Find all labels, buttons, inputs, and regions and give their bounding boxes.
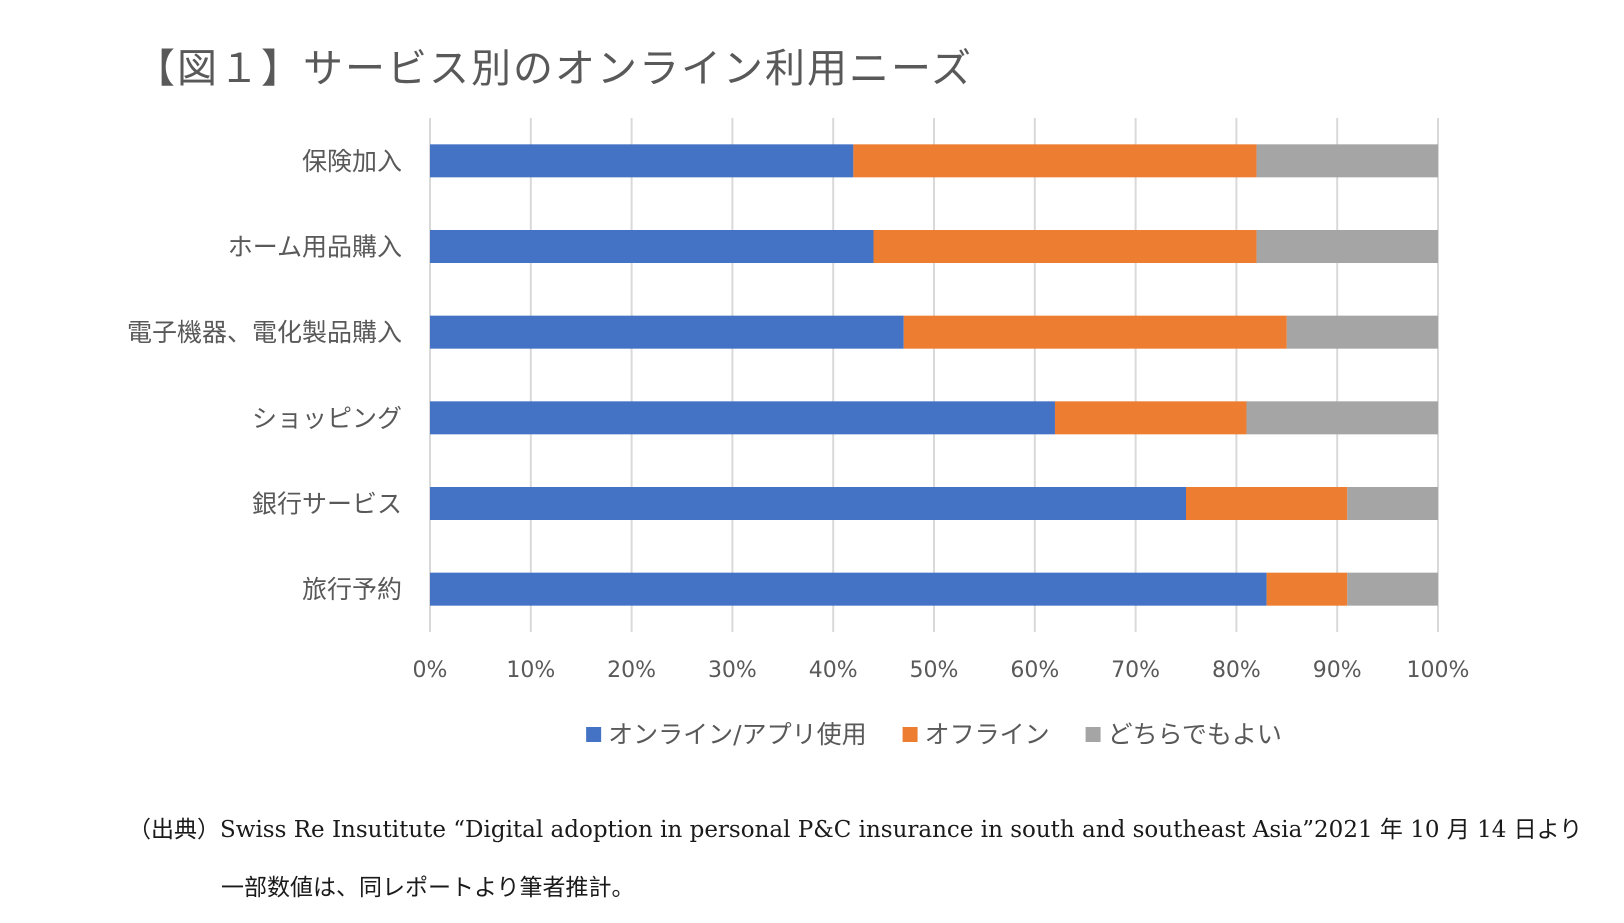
bar-segment [430,487,1186,520]
category-label: 旅行予約 [302,575,402,604]
x-tick-label: 90% [1313,658,1362,683]
legend-label: どちらでもよい [1108,720,1282,749]
source-note: 一部数値は、同レポートより筆者推計。 [221,875,635,901]
legend-item: どちらでもよい [1085,720,1282,749]
x-tick-label: 100% [1407,658,1470,683]
x-tick-label: 80% [1212,658,1261,683]
bar-segment [1256,230,1438,263]
bar-segment [1266,572,1348,606]
chart-title: 【図１】サービス別のオンライン利用ニーズ [135,46,973,92]
x-tick-label: 30% [708,658,757,683]
legend-swatch [1085,727,1101,742]
x-tick-label: 0% [413,658,448,683]
x-tick-label: 50% [910,658,959,683]
bar-segment [903,315,1287,349]
bar-segment [430,230,874,263]
bar-segment [1347,487,1438,520]
bar-segment [430,315,904,349]
source-citation: （出典）Swiss Re Insutitute “Digital adoptio… [128,817,1583,843]
bar-segment [853,144,1257,178]
bar-segment [430,572,1267,606]
legend: オンライン/アプリ使用 オフライン どちらでもよい [586,720,1282,749]
gridlines [429,118,1439,632]
x-tick-label: 60% [1010,658,1059,683]
x-tick-label: 40% [809,658,858,683]
bar-segment [1186,487,1348,520]
legend-swatch [586,727,602,742]
bar-segment [1246,401,1438,435]
bar-segment [430,401,1055,435]
legend-swatch [902,727,918,742]
bar-segment [1256,144,1438,178]
bars [430,144,1438,606]
legend-item: オンライン/アプリ使用 [586,720,867,749]
category-label: 銀行サービス [252,490,402,519]
category-label: ホーム用品購入 [228,233,402,262]
bar-segment [873,230,1257,263]
category-label: 電子機器、電化製品購入 [127,318,402,347]
bar-segment [430,144,854,178]
x-tick-label: 20% [607,658,656,683]
bar-segment [1286,315,1438,349]
bar-segment [1347,572,1438,606]
stacked-bar-chart: 0% 10% 20% 30% 40% 50% 60% 70% 80% 90% 100% 保険加入ホーム… [127,118,1469,749]
bar-segment [1054,401,1247,435]
x-tick-label: 10% [506,658,555,683]
legend-label: オンライン/アプリ使用 [608,720,866,749]
category-label: 保険加入 [302,147,402,176]
x-tick-label: 70% [1111,658,1160,683]
category-label: ショッピング [252,404,402,433]
axes: 0% 10% 20% 30% 40% 50% 60% 70% 80% 90% 100% 保険加入ホーム… [127,147,1469,683]
legend-item: オフライン [902,720,1050,749]
legend-label: オフライン [925,720,1050,749]
